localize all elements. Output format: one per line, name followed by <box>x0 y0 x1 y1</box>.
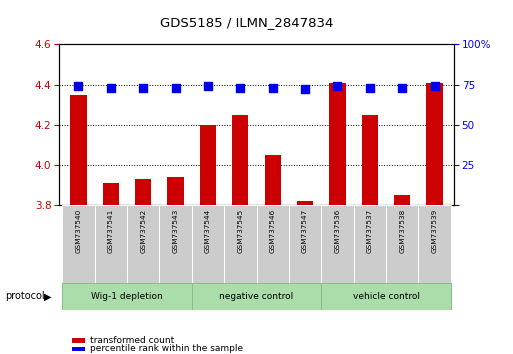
Bar <box>127 205 160 283</box>
Bar <box>329 82 346 205</box>
Text: GDS5185 / ILMN_2847834: GDS5185 / ILMN_2847834 <box>160 17 333 29</box>
Point <box>74 83 83 89</box>
Bar <box>62 205 94 283</box>
Bar <box>62 283 192 310</box>
Bar <box>103 183 119 205</box>
Bar <box>160 205 192 283</box>
Text: negative control: negative control <box>220 292 293 301</box>
Point <box>236 85 244 91</box>
Text: GSM737542: GSM737542 <box>140 209 146 253</box>
Bar <box>362 115 378 205</box>
Point <box>139 85 147 91</box>
Bar <box>167 177 184 205</box>
Point <box>333 83 342 89</box>
Bar <box>94 205 127 283</box>
Bar <box>72 347 85 351</box>
Bar <box>192 205 224 283</box>
Bar <box>394 195 410 205</box>
Bar <box>70 95 87 205</box>
Bar <box>297 201 313 205</box>
Bar <box>200 125 216 205</box>
Bar <box>265 155 281 205</box>
Text: GSM737538: GSM737538 <box>399 209 405 253</box>
Point <box>366 85 374 91</box>
Point <box>204 83 212 89</box>
Bar <box>232 115 248 205</box>
Bar <box>386 205 419 283</box>
Bar <box>256 205 289 283</box>
Point <box>430 83 439 89</box>
Text: GSM737537: GSM737537 <box>367 209 373 253</box>
Text: GSM737536: GSM737536 <box>334 209 341 253</box>
Text: GSM737547: GSM737547 <box>302 209 308 253</box>
Text: GSM737546: GSM737546 <box>270 209 275 253</box>
Text: ▶: ▶ <box>44 291 51 302</box>
Point <box>269 85 277 91</box>
Text: percentile rank within the sample: percentile rank within the sample <box>90 344 243 353</box>
Bar <box>72 338 85 343</box>
Bar <box>321 205 353 283</box>
Point <box>107 85 115 91</box>
Bar <box>289 205 321 283</box>
Text: Wig-1 depletion: Wig-1 depletion <box>91 292 163 301</box>
Point <box>301 86 309 92</box>
Bar <box>135 179 151 205</box>
Bar <box>353 205 386 283</box>
Text: GSM737540: GSM737540 <box>75 209 82 253</box>
Bar <box>192 283 321 310</box>
Bar <box>224 205 256 283</box>
Bar <box>426 82 443 205</box>
Bar <box>419 205 451 283</box>
Bar <box>321 283 451 310</box>
Text: vehicle control: vehicle control <box>352 292 420 301</box>
Point <box>398 85 406 91</box>
Text: transformed count: transformed count <box>90 336 174 345</box>
Point <box>171 85 180 91</box>
Text: GSM737539: GSM737539 <box>431 209 438 253</box>
Text: GSM737541: GSM737541 <box>108 209 114 253</box>
Text: protocol: protocol <box>5 291 45 302</box>
Text: GSM737544: GSM737544 <box>205 209 211 253</box>
Text: GSM737545: GSM737545 <box>238 209 243 253</box>
Text: GSM737543: GSM737543 <box>172 209 179 253</box>
